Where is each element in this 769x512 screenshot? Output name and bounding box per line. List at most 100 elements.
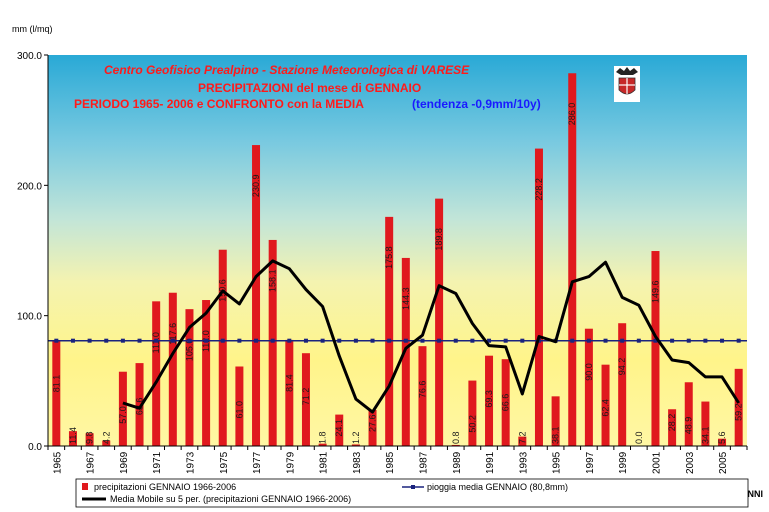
bar-1995 — [551, 396, 560, 446]
data-label-2006: 59.2 — [734, 403, 744, 421]
data-label-1998: 62.4 — [601, 399, 611, 417]
mean-marker-2006 — [736, 338, 741, 343]
x-tick-label: 1995 — [552, 451, 563, 474]
bar-1966 — [68, 431, 77, 446]
data-label-1983: 1.2 — [351, 431, 361, 444]
plot-area — [48, 55, 747, 446]
data-label-1976: 61.0 — [234, 401, 244, 419]
x-tick-label: 1973 — [185, 451, 196, 474]
mean-marker-2004 — [703, 338, 708, 343]
mean-marker-1970 — [137, 338, 142, 343]
mean-marker-1974 — [204, 338, 209, 343]
y-tick-label: 0.0 — [28, 442, 42, 453]
data-label-2000: 0.0 — [634, 431, 644, 444]
data-label-1966: 11.4 — [68, 427, 78, 444]
trend-text: (tendenza -0,9mm/10y) — [412, 97, 541, 111]
x-axis-label: ANNI — [741, 489, 763, 499]
data-label-1986: 144.3 — [401, 287, 411, 310]
mean-marker-1983 — [353, 338, 358, 343]
mean-marker-2005 — [720, 338, 725, 343]
data-label-1971: 111.0 — [151, 332, 161, 353]
bar-1984 — [368, 410, 377, 446]
x-tick-label: 1971 — [152, 451, 163, 474]
mean-marker-1987 — [420, 338, 425, 343]
mean-marker-1985 — [387, 338, 392, 343]
x-tick-label: 1989 — [452, 451, 463, 474]
bar-1994 — [534, 148, 543, 446]
bar-1975 — [218, 249, 227, 446]
mean-marker-2002 — [670, 338, 675, 343]
data-label-1999: 94.2 — [617, 358, 627, 376]
x-tick-label: 1999 — [618, 451, 629, 474]
x-tick-label: 1965 — [52, 451, 63, 474]
x-tick-label: 1975 — [219, 451, 230, 474]
x-tick-label: 1967 — [86, 451, 97, 474]
bar-1989 — [451, 444, 460, 446]
x-ticks-group: 1965 1967 1969 1971 1973 1975 1977 1979 1981 1983… — [47, 446, 748, 474]
legend-bar-swatch — [82, 483, 88, 490]
data-label-1969: 57.0 — [118, 406, 128, 424]
bar-1990 — [468, 380, 477, 446]
bar-1985 — [385, 216, 394, 446]
mean-marker-1973 — [187, 338, 192, 343]
bar-2006 — [734, 368, 743, 446]
bar-2003 — [684, 382, 693, 446]
chart-title-line-1: Centro Geofisico Prealpino - Stazione Me… — [104, 63, 470, 77]
bar-1973 — [185, 309, 194, 446]
data-label-1979: 81.4 — [284, 374, 294, 392]
mean-marker-1981 — [320, 338, 325, 343]
bar-1983 — [351, 444, 360, 446]
bar-2005 — [718, 438, 727, 446]
bar-1987 — [418, 346, 427, 446]
mean-marker-1977 — [254, 338, 259, 343]
bar-1979 — [285, 339, 294, 446]
bar-1997 — [584, 328, 593, 446]
bar-1999 — [618, 323, 627, 446]
data-label-1990: 50.2 — [467, 415, 477, 433]
data-label-1973: 105.0 — [184, 339, 194, 362]
bar-1981 — [318, 443, 327, 446]
data-label-1984: 27.6 — [368, 414, 378, 432]
varese-coat-of-arms-icon — [614, 66, 640, 102]
mean-marker-1982 — [337, 338, 342, 343]
bar-1969 — [118, 371, 127, 446]
data-label-1992: 66.6 — [501, 394, 511, 412]
legend-bar-label: precipitazioni GENNAIO 1966-2006 — [94, 482, 236, 492]
y-ticks-group: 0.0 100.0 200.0 300.0 — [17, 51, 48, 453]
x-tick-label: 2001 — [651, 451, 662, 474]
x-tick-label: 1979 — [285, 451, 296, 474]
x-tick-label: 2005 — [718, 451, 729, 474]
bar-2001 — [651, 251, 660, 446]
bar-1976 — [235, 366, 244, 446]
bar-1971 — [152, 301, 161, 446]
bar-1972 — [168, 292, 177, 446]
moving-average-line — [122, 259, 740, 414]
mean-marker-1980 — [303, 338, 308, 343]
data-label-1985: 175.8 — [384, 246, 394, 269]
chart-title-line-2: PRECIPITAZIONI del mese di GENNAIO — [198, 81, 421, 95]
chart-title-line-3: PERIODO 1965- 2006 e CONFRONTO con la ME… — [74, 97, 364, 111]
x-tick-label: 1993 — [518, 451, 529, 474]
data-label-1994: 228.2 — [534, 178, 544, 201]
mean-marker-1991 — [487, 338, 492, 343]
data-label-1987: 76.6 — [417, 381, 427, 399]
mean-marker-1967 — [87, 338, 92, 343]
bar-1991 — [485, 355, 494, 446]
mean-marker-1972 — [170, 338, 175, 343]
mean-marker-1990 — [470, 338, 475, 343]
legend-ma-label: Media Mobile su 5 per. (precipitazioni G… — [110, 494, 351, 504]
data-label-2003: 48.9 — [684, 417, 694, 435]
data-label-2001: 149.6 — [650, 280, 660, 303]
x-tick-label: 2003 — [685, 451, 696, 474]
bar-1992 — [501, 359, 510, 446]
bar-1970 — [135, 363, 144, 446]
x-tick-label: 1997 — [585, 451, 596, 474]
mean-marker-1988 — [437, 338, 442, 343]
mean-marker-1975 — [220, 338, 225, 343]
legend-box — [75, 478, 749, 508]
x-tick-label: 1983 — [352, 451, 363, 474]
data-label-1991: 69.3 — [484, 390, 494, 408]
x-tick-label: 1981 — [319, 451, 330, 474]
x-tick-label: 1977 — [252, 451, 263, 474]
